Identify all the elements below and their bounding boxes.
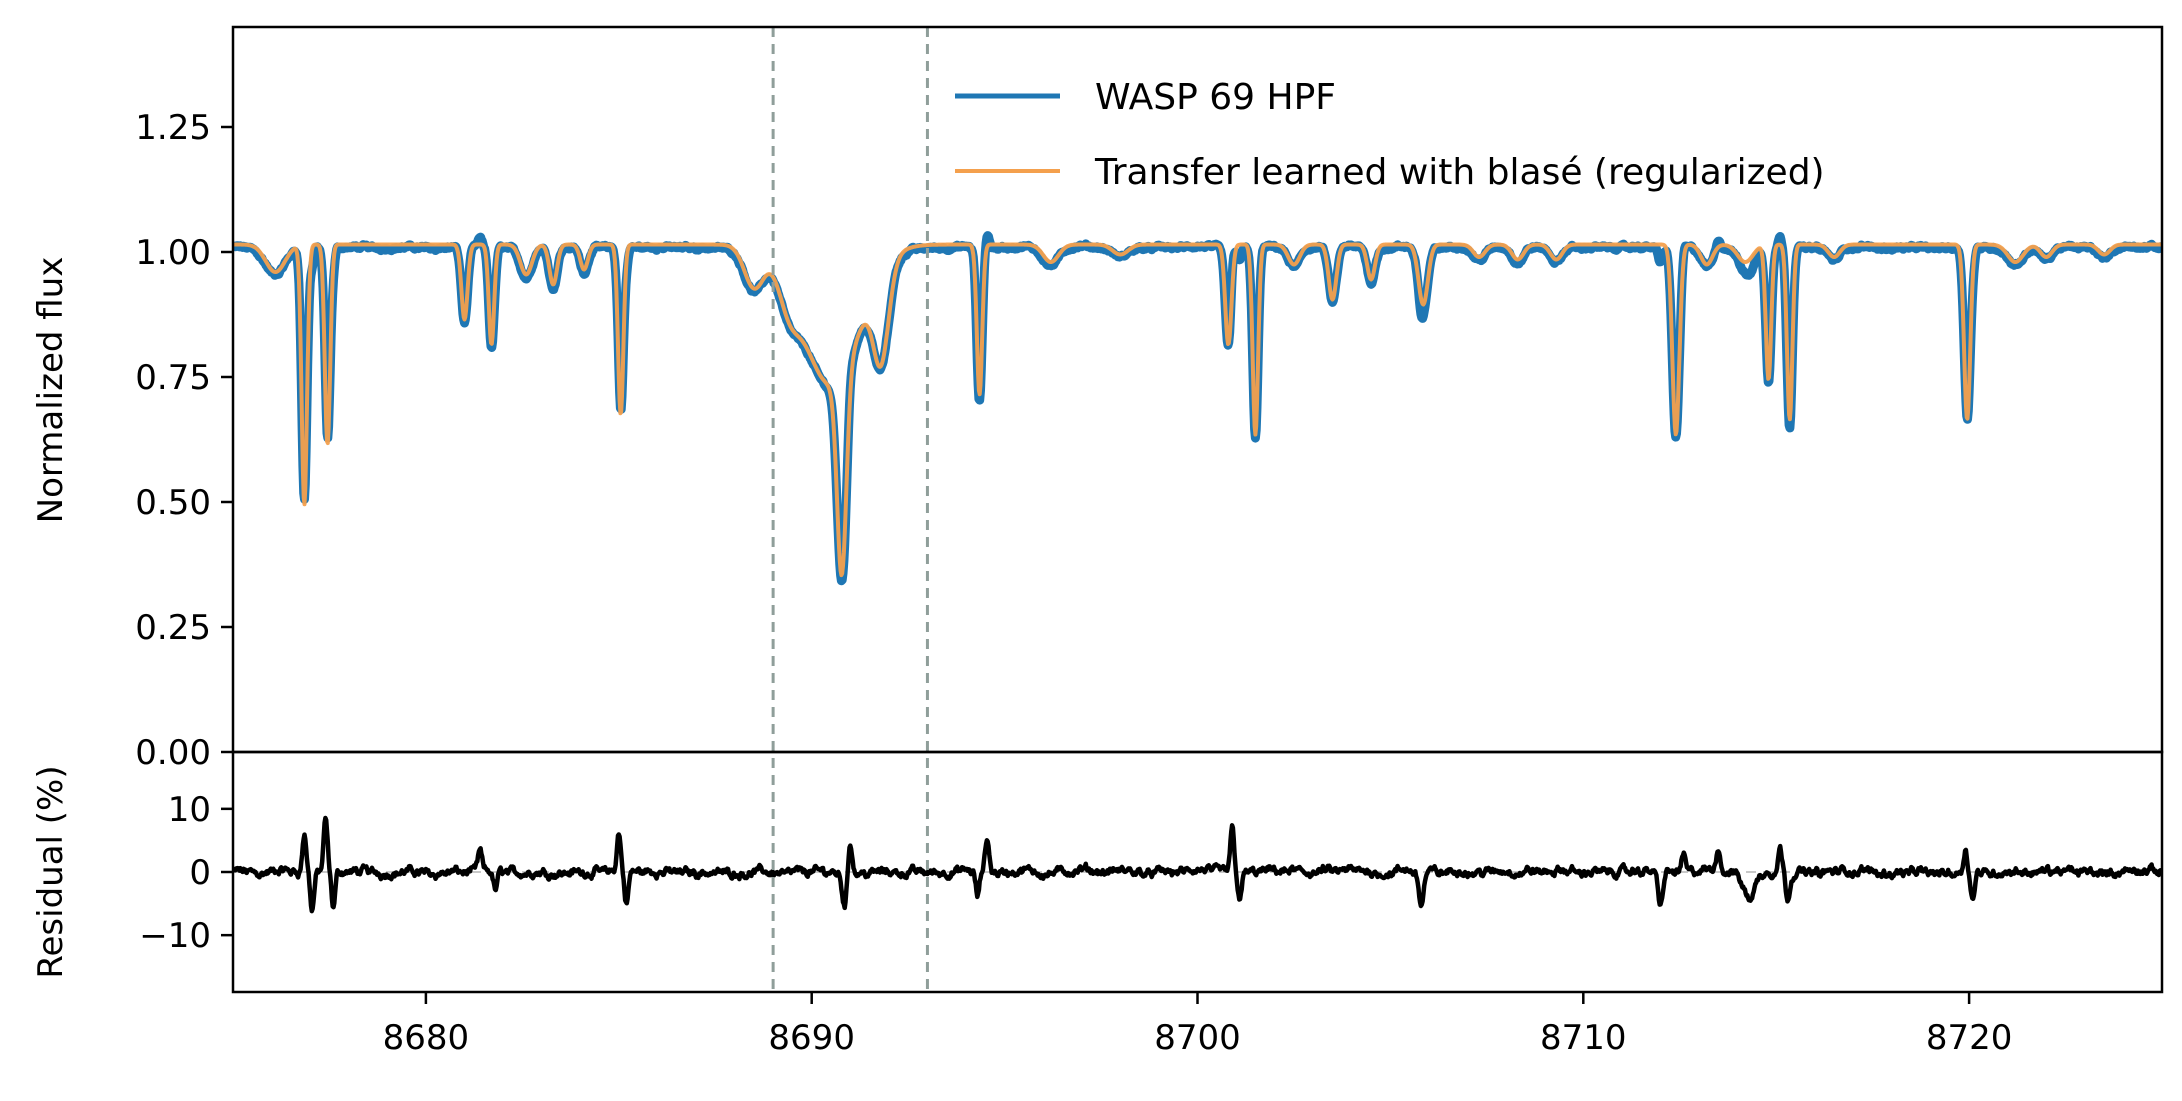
legend: WASP 69 HPF Transfer learned with blasé … bbox=[955, 77, 1825, 193]
x-tick-label: 8700 bbox=[1154, 1018, 1241, 1058]
flux-panel-background bbox=[233, 27, 2162, 752]
residual-y-tick-label: 0 bbox=[189, 853, 211, 893]
axis-ticks: 8680 8690 8700 8710 8720 0.00 0.25 0.50 0.75 1.00… bbox=[135, 108, 2012, 1058]
legend-label-observed: WASP 69 HPF bbox=[1095, 77, 1336, 118]
x-tick-label: 8680 bbox=[383, 1018, 470, 1058]
series-line-residual bbox=[233, 815, 2162, 914]
x-tick-label: 8690 bbox=[768, 1018, 855, 1058]
x-tick-label: 8720 bbox=[1926, 1018, 2013, 1058]
residual-y-tick-label: −10 bbox=[139, 916, 211, 956]
flux-y-tick-label: 1.00 bbox=[135, 233, 211, 273]
legend-label-model: Transfer learned with blasé (regularized… bbox=[1094, 152, 1825, 193]
residual-axis-title: Residual (%) bbox=[31, 765, 71, 978]
flux-y-tick-label: 1.25 bbox=[135, 108, 211, 148]
flux-axis-title: Normalized flux bbox=[31, 257, 71, 524]
flux-y-tick-label: 0.25 bbox=[135, 608, 211, 648]
flux-y-tick-label: 0.00 bbox=[135, 733, 211, 773]
residual-y-tick-label: 10 bbox=[168, 790, 211, 830]
flux-y-tick-label: 0.75 bbox=[135, 358, 211, 398]
flux-y-tick-label: 0.50 bbox=[135, 483, 211, 523]
x-tick-label: 8710 bbox=[1540, 1018, 1627, 1058]
series-line-model bbox=[233, 242, 2162, 578]
